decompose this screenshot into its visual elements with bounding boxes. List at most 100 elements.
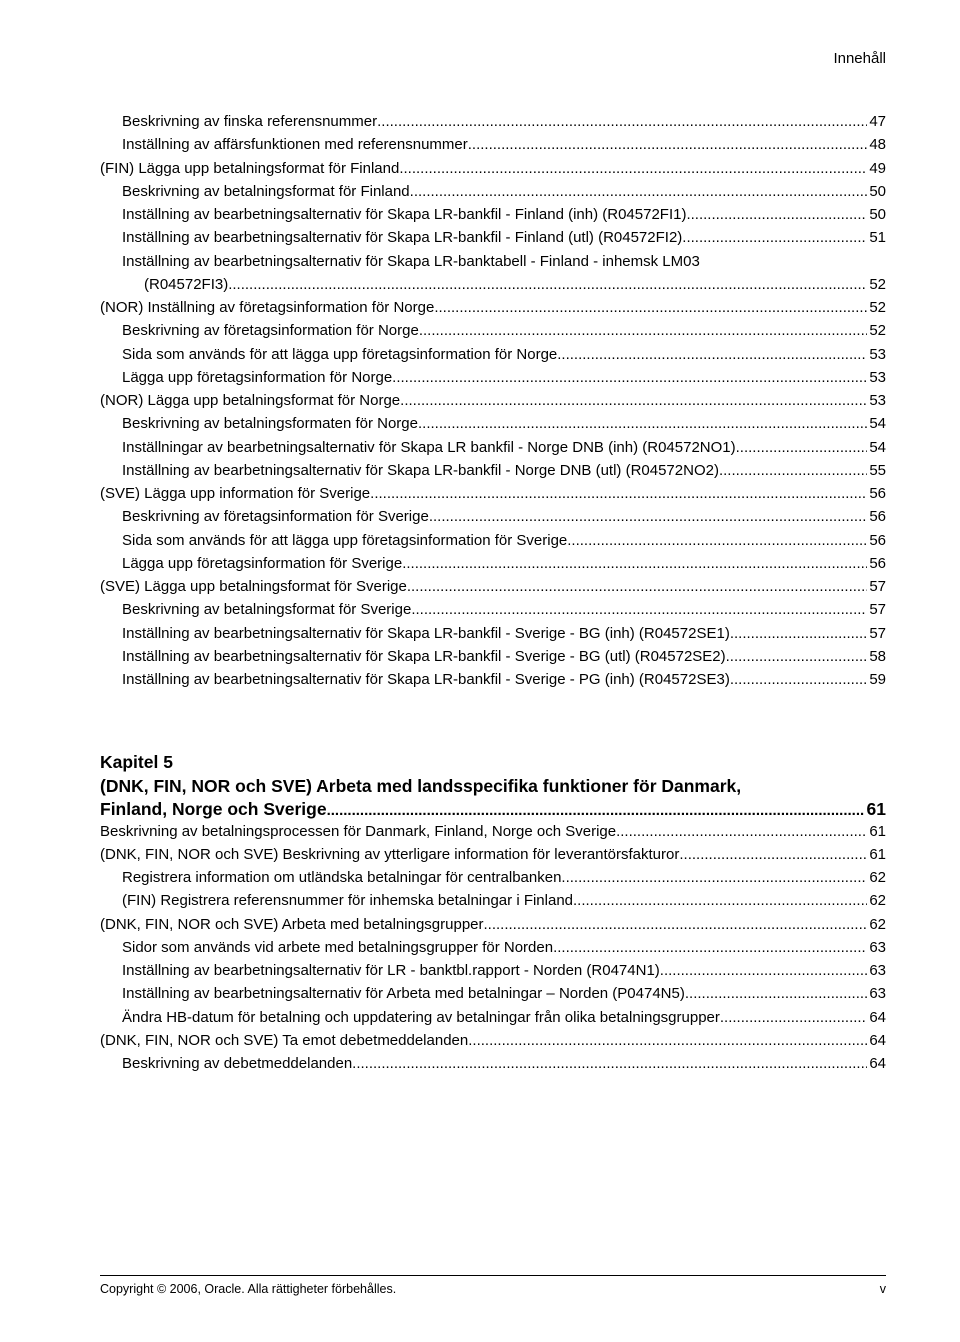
page-footer: Copyright © 2006, Oracle. Alla rättighet… [100, 1275, 886, 1296]
toc-entry-page: 47 [867, 110, 886, 133]
toc-entry-page: 64 [867, 1029, 886, 1052]
toc-entry: Beskrivning av betalningsformaten för No… [100, 412, 886, 435]
toc-dots [685, 982, 867, 1005]
toc-entry-page: 62 [867, 866, 886, 889]
chapter-block: Kapitel 5 (DNK, FIN, NOR och SVE) Arbeta… [100, 751, 886, 819]
toc-entry: Beskrivning av betalningsprocessen för D… [100, 820, 886, 843]
toc-entry-label: Inställning av bearbetningsalternativ fö… [122, 226, 682, 249]
toc-entry-label: (DNK, FIN, NOR och SVE) Beskrivning av y… [100, 843, 679, 866]
toc-entry: (DNK, FIN, NOR och SVE) Arbeta med betal… [100, 913, 886, 936]
toc-entry-label: (FIN) Lägga upp betalningsformat för Fin… [100, 157, 399, 180]
toc-entry-page: 50 [867, 180, 886, 203]
toc-entry-page: 58 [867, 645, 886, 668]
toc-entry-label: Beskrivning av debetmeddelanden [122, 1052, 352, 1075]
toc-entry: Inställning av bearbetningsalternativ fö… [100, 250, 886, 273]
toc-dots [419, 319, 868, 342]
toc-dots [719, 459, 867, 482]
toc-entry-page: 63 [867, 936, 886, 959]
toc-entry-label: (DNK, FIN, NOR och SVE) Ta emot debetmed… [100, 1029, 468, 1052]
toc-dots [399, 157, 867, 180]
chapter-title-line-2: Finland, Norge och Sverige 61 [100, 799, 886, 820]
toc-entry: Inställning av bearbetningsalternativ fö… [100, 645, 886, 668]
toc-entry-page: 53 [867, 343, 886, 366]
toc-entry-page: 55 [867, 459, 886, 482]
chapter-number: Kapitel 5 [100, 751, 886, 775]
toc-entry-label: (SVE) Lägga upp betalningsformat för Sve… [100, 575, 407, 598]
toc-dots [410, 180, 868, 203]
toc-entry: Sida som används för att lägga upp föret… [100, 343, 886, 366]
toc-entry-page: 54 [867, 412, 886, 435]
toc-entry-page: 49 [867, 157, 886, 180]
toc-entry-page: 64 [867, 1052, 886, 1075]
toc-entry-label: Beskrivning av betalningsformat för Finl… [122, 180, 410, 203]
toc-entry-label: (R04572FI3) [144, 273, 228, 296]
toc-entry-label: Beskrivning av finska referensnummer [122, 110, 377, 133]
toc-entry-page: 51 [867, 226, 886, 249]
toc-entry: Beskrivning av finska referensnummer 47 [100, 110, 886, 133]
toc-entry-page: 48 [867, 133, 886, 156]
toc-dots [402, 552, 867, 575]
toc-dots [468, 133, 868, 156]
toc-entry-page: 56 [867, 482, 886, 505]
toc-dots [726, 645, 868, 668]
toc-dots [484, 913, 868, 936]
toc-entry: Inställning av bearbetningsalternativ fö… [100, 959, 886, 982]
toc-dots [567, 529, 867, 552]
toc-dots [228, 273, 867, 296]
toc-entry-label: Inställning av bearbetningsalternativ fö… [122, 668, 730, 691]
toc-dots [720, 1006, 867, 1029]
toc-entry-label: (DNK, FIN, NOR och SVE) Arbeta med betal… [100, 913, 484, 936]
toc-entry-page: 63 [867, 982, 886, 1005]
toc-entry-page: 52 [867, 273, 886, 296]
toc-entry-label: (SVE) Lägga upp information för Sverige [100, 482, 370, 505]
toc-entry: Beskrivning av betalningsformat för Finl… [100, 180, 886, 203]
toc-dots [557, 343, 867, 366]
toc-dots [400, 389, 867, 412]
toc-entry: Sida som används för att lägga upp föret… [100, 529, 886, 552]
toc-entry: (SVE) Lägga upp betalningsformat för Sve… [100, 575, 886, 598]
toc-dots [736, 436, 868, 459]
toc-entry-label: Inställning av bearbetningsalternativ fö… [122, 982, 685, 1005]
toc-entry-page: 61 [867, 820, 886, 843]
toc-entry: Lägga upp företagsinformation för Sverig… [100, 552, 886, 575]
chapter-title-line-1: (DNK, FIN, NOR och SVE) Arbeta med lands… [100, 775, 886, 799]
toc-entry-page: 56 [867, 505, 886, 528]
toc-entry: (FIN) Lägga upp betalningsformat för Fin… [100, 157, 886, 180]
toc-dots [660, 959, 868, 982]
toc-entry: Inställningar av bearbetningsalternativ … [100, 436, 886, 459]
toc-entry-page: 56 [867, 552, 886, 575]
toc-dots [573, 889, 867, 912]
toc-entry-page: 56 [867, 529, 886, 552]
toc-dots [352, 1052, 867, 1075]
toc-entry-label: Inställning av bearbetningsalternativ fö… [122, 250, 700, 273]
toc-entry-label: Inställning av bearbetningsalternativ fö… [122, 459, 719, 482]
toc-dots [730, 668, 868, 691]
toc-dots [434, 296, 867, 319]
toc-entry-label: Inställning av affärsfunktionen med refe… [122, 133, 468, 156]
toc-dots [553, 936, 867, 959]
toc-entry-label: Lägga upp företagsinformation för Sverig… [122, 552, 402, 575]
toc-dots [686, 203, 867, 226]
toc-entry: Beskrivning av företagsinformation för S… [100, 505, 886, 528]
toc-dots [370, 482, 867, 505]
toc-entry-page: 57 [867, 622, 886, 645]
toc-entry-page: 62 [867, 889, 886, 912]
toc-entry-label: Beskrivning av företagsinformation för N… [122, 319, 419, 342]
toc-entry-label: Sidor som används vid arbete med betalni… [122, 936, 553, 959]
toc-dots [730, 622, 868, 645]
toc-entry: (DNK, FIN, NOR och SVE) Beskrivning av y… [100, 843, 886, 866]
toc-entry-page: 62 [867, 913, 886, 936]
toc-entry-label: Inställningar av bearbetningsalternativ … [122, 436, 736, 459]
toc-entry-label: Sida som används för att lägga upp föret… [122, 343, 557, 366]
toc-entry: (NOR) Inställning av företagsinformation… [100, 296, 886, 319]
toc-entry: Inställning av bearbetningsalternativ fö… [100, 459, 886, 482]
toc-block-2: Beskrivning av betalningsprocessen för D… [100, 820, 886, 1076]
header-section-label: Innehåll [833, 50, 886, 67]
toc-entry-page: 63 [867, 959, 886, 982]
toc-entry-page: 52 [867, 296, 886, 319]
toc-entry: (NOR) Lägga upp betalningsformat för Nor… [100, 389, 886, 412]
toc-entry: Inställning av bearbetningsalternativ fö… [100, 982, 886, 1005]
toc-entry-page: 54 [867, 436, 886, 459]
toc-entry: Inställning av bearbetningsalternativ fö… [100, 668, 886, 691]
toc-entry-label: Sida som används för att lägga upp föret… [122, 529, 567, 552]
